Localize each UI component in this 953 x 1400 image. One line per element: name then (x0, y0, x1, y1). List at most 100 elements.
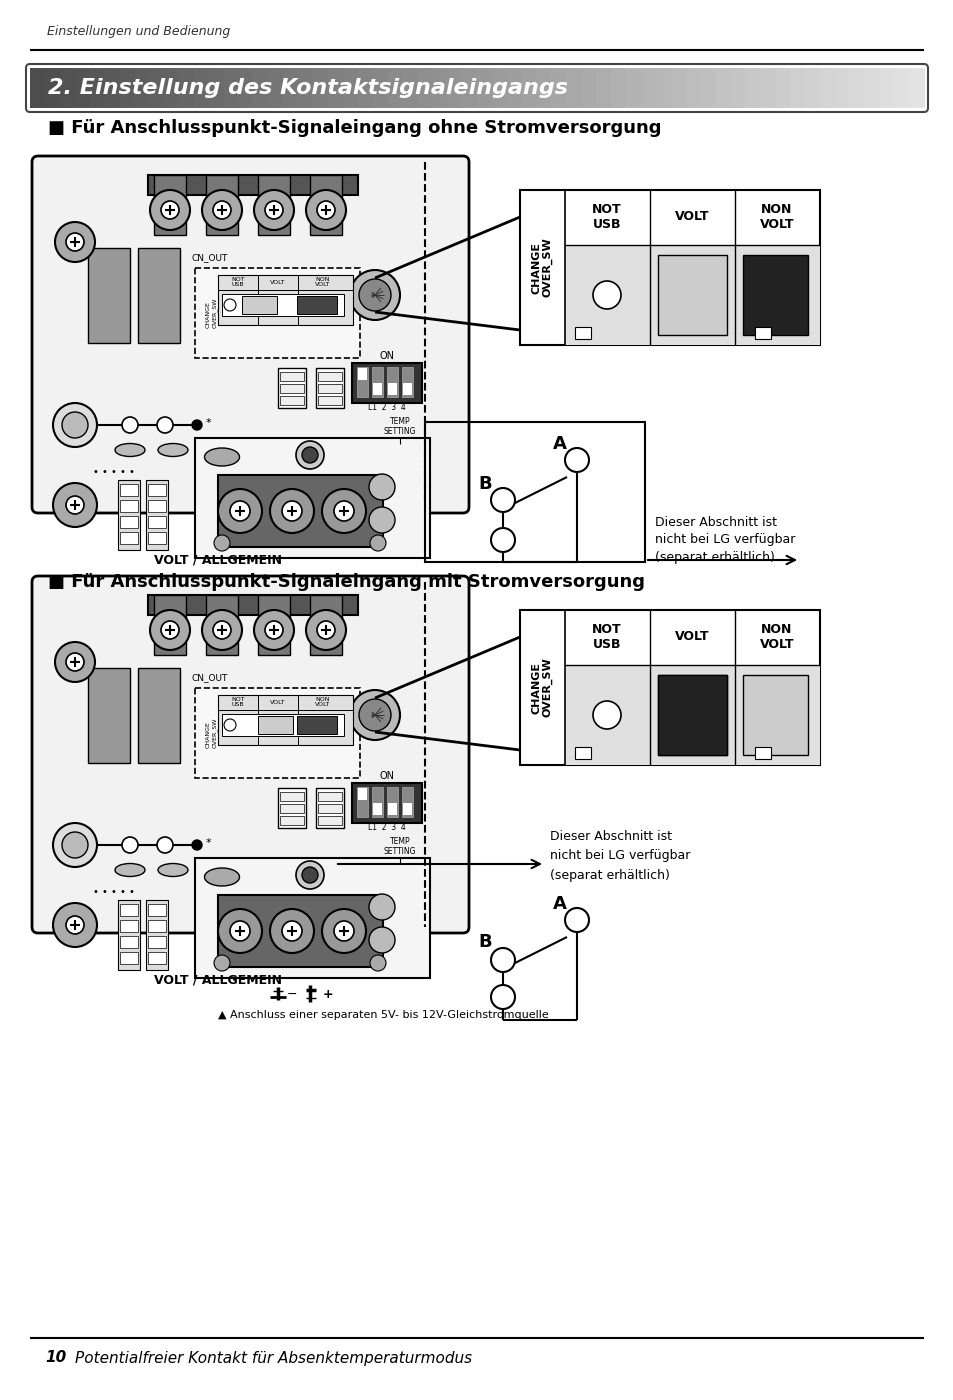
Bar (148, 500, 166, 512)
Bar (685, 69, 700, 108)
Bar (194, 267, 359, 358)
Bar (218, 274, 353, 325)
Bar (209, 69, 225, 108)
Text: L1  2  3  4: L1 2 3 4 (368, 823, 405, 833)
Circle shape (322, 909, 366, 953)
Bar (352, 363, 421, 403)
Bar (317, 372, 341, 381)
Bar (461, 69, 477, 108)
Circle shape (270, 909, 314, 953)
Bar (596, 69, 612, 108)
Bar (402, 384, 412, 395)
Bar (417, 69, 433, 108)
Circle shape (370, 955, 386, 972)
Bar (388, 384, 396, 395)
Bar (148, 595, 357, 615)
Bar (120, 500, 138, 512)
Bar (153, 175, 186, 235)
Bar (118, 900, 140, 970)
Bar (206, 595, 237, 655)
Circle shape (302, 447, 317, 463)
Bar (640, 69, 656, 108)
Bar (105, 69, 120, 108)
Bar (536, 69, 552, 108)
Bar (432, 69, 448, 108)
Bar (88, 668, 130, 763)
Circle shape (192, 420, 202, 430)
Bar (317, 816, 341, 825)
Bar (148, 920, 166, 932)
Circle shape (213, 955, 230, 972)
Bar (658, 675, 726, 755)
Text: ON: ON (379, 351, 395, 361)
FancyBboxPatch shape (32, 575, 469, 932)
Ellipse shape (158, 444, 188, 456)
Bar (387, 787, 397, 818)
Circle shape (224, 720, 235, 731)
Text: VOLT: VOLT (270, 700, 286, 704)
Bar (146, 900, 168, 970)
Text: (separat erhältlich): (separat erhältlich) (550, 868, 669, 882)
Bar (658, 675, 726, 755)
Bar (387, 367, 397, 398)
Bar (148, 952, 166, 965)
Bar (357, 69, 374, 108)
Circle shape (213, 202, 231, 218)
Circle shape (491, 986, 515, 1009)
Bar (774, 69, 790, 108)
Circle shape (564, 448, 588, 472)
Text: 10: 10 (45, 1351, 66, 1365)
Bar (206, 175, 237, 235)
Text: B: B (477, 932, 492, 951)
Bar (313, 69, 329, 108)
Bar (908, 69, 924, 108)
Circle shape (369, 895, 395, 920)
Circle shape (62, 832, 88, 858)
Bar (179, 69, 194, 108)
Text: CHANGE
OVER_SW: CHANGE OVER_SW (206, 718, 217, 748)
Bar (88, 248, 130, 343)
FancyBboxPatch shape (32, 155, 469, 512)
Text: Dieser Abschnitt ist: Dieser Abschnitt ist (550, 830, 671, 843)
Bar (280, 804, 304, 813)
Circle shape (334, 921, 354, 941)
Text: • • • • •: • • • • • (92, 888, 134, 897)
Circle shape (322, 489, 366, 533)
Circle shape (157, 417, 172, 433)
Circle shape (350, 690, 399, 741)
Circle shape (150, 190, 190, 230)
Circle shape (358, 279, 391, 311)
Bar (372, 367, 382, 398)
Circle shape (369, 507, 395, 533)
Bar (492, 69, 507, 108)
Bar (283, 69, 299, 108)
Bar (611, 69, 626, 108)
Text: ■ Für Anschlusspunkt-Signaleingang mit Stromversorgung: ■ Für Anschlusspunkt-Signaleingang mit S… (48, 573, 644, 591)
Bar (373, 384, 381, 395)
Circle shape (202, 610, 242, 650)
Bar (242, 295, 276, 314)
Circle shape (564, 909, 588, 932)
Bar (317, 792, 341, 801)
Circle shape (213, 622, 231, 638)
Bar (296, 715, 336, 734)
Ellipse shape (115, 864, 145, 876)
Text: NOT
USB: NOT USB (592, 203, 621, 231)
Circle shape (491, 528, 515, 552)
Bar (315, 788, 344, 827)
Bar (120, 920, 138, 932)
Circle shape (491, 489, 515, 512)
Bar (402, 804, 412, 815)
Circle shape (593, 281, 620, 309)
Bar (373, 804, 381, 815)
Bar (834, 69, 850, 108)
Circle shape (62, 412, 88, 438)
Circle shape (369, 475, 395, 500)
Bar (754, 748, 770, 759)
Circle shape (302, 867, 317, 883)
Circle shape (350, 270, 399, 321)
Circle shape (282, 501, 302, 521)
Bar (120, 952, 138, 965)
Circle shape (202, 190, 242, 230)
Circle shape (295, 441, 324, 469)
